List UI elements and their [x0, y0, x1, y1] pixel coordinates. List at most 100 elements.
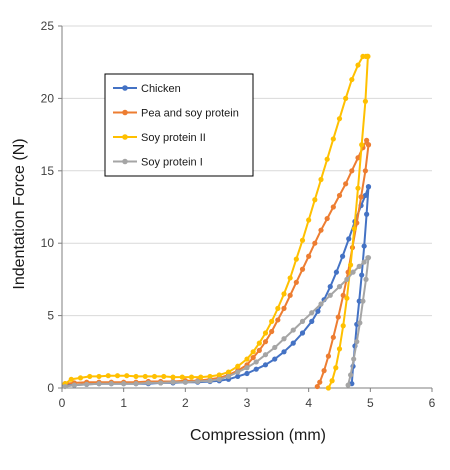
data-point [343, 95, 349, 101]
data-point [275, 305, 281, 311]
y-tick-label: 20 [41, 91, 55, 105]
data-point [362, 98, 368, 104]
x-tick-label: 1 [120, 396, 127, 410]
data-point [351, 226, 357, 232]
data-point [321, 368, 327, 374]
legend-swatch-marker [122, 109, 128, 116]
data-point [318, 301, 324, 307]
data-point [207, 373, 213, 380]
data-point [361, 243, 367, 249]
data-point [365, 53, 371, 60]
data-point [133, 373, 139, 380]
data-point [365, 255, 372, 261]
legend-swatch-marker [122, 134, 128, 140]
data-point [355, 185, 361, 191]
y-tick-label: 10 [41, 236, 55, 250]
data-point [179, 374, 185, 380]
data-point [339, 253, 346, 259]
data-point [281, 305, 287, 311]
data-point [359, 142, 365, 148]
x-tick-label: 3 [244, 396, 251, 410]
x-tick-label: 6 [429, 396, 436, 410]
data-point [133, 381, 139, 387]
data-point [256, 347, 262, 353]
data-point [309, 310, 315, 316]
data-point [170, 374, 176, 380]
data-point [225, 369, 232, 375]
series-line [64, 256, 370, 388]
data-point [262, 362, 269, 368]
data-point [84, 381, 90, 387]
data-point [256, 340, 262, 346]
data-point [299, 330, 306, 336]
data-point [324, 156, 330, 162]
data-point [329, 378, 335, 384]
data-point [225, 373, 232, 380]
data-point [357, 320, 363, 326]
data-point [195, 378, 201, 385]
data-point [362, 168, 368, 174]
data-point [287, 292, 293, 298]
data-point [158, 380, 164, 386]
data-point [96, 373, 102, 380]
data-point [121, 381, 127, 387]
data-point [235, 363, 241, 369]
data-point [235, 373, 241, 380]
legend-label: Chicken [141, 83, 181, 95]
y-tick-label: 25 [41, 19, 55, 33]
data-point [344, 276, 350, 282]
data-point [269, 318, 275, 324]
data-point [161, 373, 167, 380]
data-point [293, 256, 299, 262]
data-point [335, 314, 341, 320]
legend-item: Soy protein II [113, 132, 206, 144]
data-point [349, 76, 355, 83]
data-point [356, 298, 362, 304]
data-point [365, 142, 372, 148]
data-point [364, 211, 370, 217]
data-point [87, 373, 93, 380]
data-point [345, 382, 351, 388]
data-point [346, 236, 352, 242]
data-point [355, 62, 361, 68]
data-point [312, 240, 318, 246]
legend-item: Pea and soy protein [113, 108, 239, 120]
data-point [356, 263, 362, 269]
data-point [290, 340, 296, 346]
data-point [358, 194, 364, 200]
data-point [151, 373, 158, 380]
data-point [330, 204, 336, 210]
data-point [272, 344, 278, 351]
data-point [281, 349, 287, 355]
data-point [312, 197, 318, 203]
data-point [299, 266, 306, 272]
data-point [287, 275, 293, 281]
data-point [350, 269, 356, 275]
x-tick-label: 5 [367, 396, 374, 410]
data-point [275, 317, 281, 323]
data-point [336, 284, 343, 290]
data-point [327, 284, 333, 290]
legend-swatch-marker [122, 85, 128, 91]
data-point [71, 382, 77, 388]
data-point [365, 184, 372, 190]
data-point [318, 176, 324, 183]
data-point [299, 237, 306, 243]
data-point [325, 385, 331, 391]
data-point [359, 272, 365, 278]
data-point [244, 370, 250, 377]
y-tick-label: 15 [41, 164, 55, 178]
data-point [336, 116, 343, 122]
data-point [235, 369, 241, 375]
data-point [363, 276, 369, 282]
y-tick-label: 5 [47, 309, 54, 323]
data-point [318, 227, 324, 233]
data-point [188, 374, 195, 380]
data-point [306, 217, 312, 223]
data-point [114, 373, 121, 379]
data-point [124, 373, 130, 379]
data-point [262, 330, 269, 336]
x-tick-label: 2 [182, 396, 189, 410]
legend-label: Pea and soy protein [141, 108, 239, 120]
